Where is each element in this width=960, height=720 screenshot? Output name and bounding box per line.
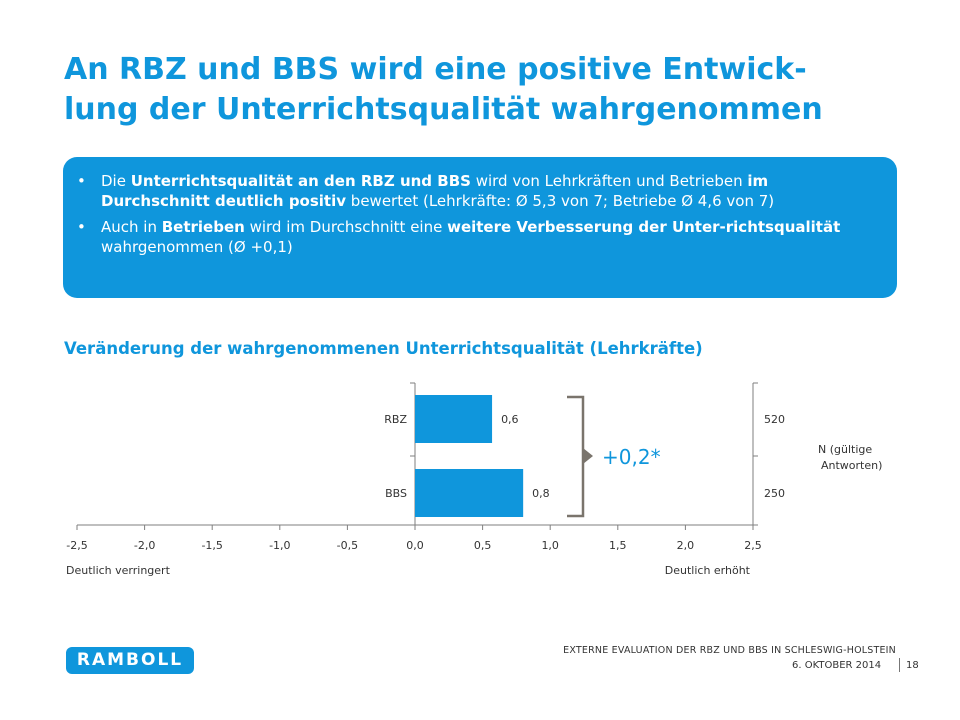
bullet-2-text-3: wahrgenommen (Ø +0,1): [101, 238, 293, 256]
x-tick-label: -2,0: [134, 539, 155, 552]
difference-label: +0,2*: [602, 445, 661, 469]
bullet-1-text-2: wird von Lehrkräften und Betrieben: [470, 172, 748, 190]
slide-title: An RBZ und BBS wird eine positive Entwic…: [64, 50, 924, 130]
x-tick-label: 2,5: [744, 539, 762, 552]
x-tick-label: 2,0: [677, 539, 695, 552]
x-tick-label: 1,5: [609, 539, 627, 552]
ramboll-logo: RAMBOLL: [66, 647, 194, 674]
bar-rbz: [415, 395, 493, 443]
chart-title: Veränderung der wahrgenommenen Unterrich…: [64, 339, 703, 358]
bullet-1-text-3: bewertet (Lehrkräfte: Ø 5,3 von 7; Betri…: [346, 192, 775, 210]
summary-bullet-2: Auch in Betrieben wird im Durchschnitt e…: [77, 217, 877, 257]
x-tick-label: 1,0: [541, 539, 559, 552]
bracket-pointer-icon: [583, 448, 593, 464]
x-tick-label: -1,5: [201, 539, 222, 552]
bullet-1-text-1: Die: [101, 172, 131, 190]
footer-separator: [899, 658, 900, 672]
x-tick-label: 0,5: [474, 539, 492, 552]
n-label-line-1: N (gültige: [818, 443, 872, 456]
n-value-label: 250: [764, 487, 785, 500]
difference-bracket: [567, 395, 585, 518]
bullet-1-bold-1: Unterrichtsqualität an den RBZ und BBS: [130, 172, 471, 190]
x-tick-label: -1,0: [269, 539, 290, 552]
bar-bbs: [415, 469, 524, 517]
bar-value-label: 0,6: [501, 413, 518, 426]
bar-value-label: 0,8: [532, 487, 550, 500]
footer-project-title: EXTERNE EVALUATION DER RBZ UND BBS IN SC…: [563, 645, 896, 656]
n-label-line-2: Antworten): [821, 459, 882, 472]
category-label: RBZ: [384, 413, 407, 426]
x-tick-label: 0,0: [406, 539, 424, 552]
slide-title-line-1: An RBZ und BBS wird eine positive Entwic…: [64, 52, 807, 87]
slide-title-line-2: lung der Unterrichtsqualität wahrgenomme…: [64, 92, 823, 127]
bullet-2-text-2: wird im Durchschnitt eine: [244, 218, 448, 236]
bullet-2-bold-2: weitere Verbesserung der Unter-richtsqua…: [447, 218, 841, 236]
bullet-2-text-1: Auch in: [101, 218, 162, 236]
x-tick-label: -0,5: [337, 539, 358, 552]
bullet-1-bold-2: im Durchschnitt deutlich positiv: [101, 172, 769, 210]
summary-box: Die Unterrichtsqualität an den RBZ und B…: [63, 157, 897, 298]
n-value-label: 520: [764, 413, 785, 426]
bullet-2-bold-1: Betrieben: [161, 218, 245, 236]
footer-date: 6. OKTOBER 2014: [792, 660, 882, 671]
page-number: 18: [906, 660, 919, 671]
category-label: BBS: [385, 487, 407, 500]
x-tick-label: -2,5: [66, 539, 87, 552]
axis-note-left: Deutlich verringert: [66, 564, 171, 577]
axis-note-right: Deutlich erhöht: [665, 564, 751, 577]
summary-bullet-1: Die Unterrichtsqualität an den RBZ und B…: [77, 171, 877, 211]
